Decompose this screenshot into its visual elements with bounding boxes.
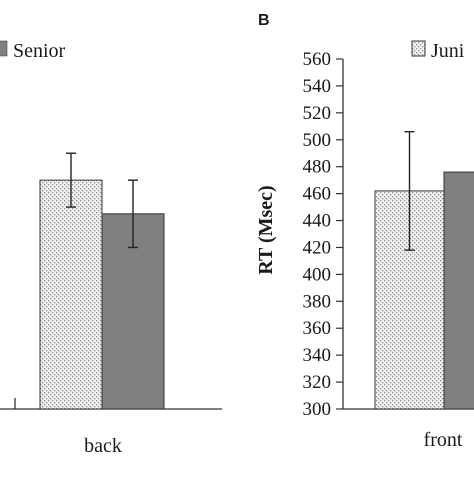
back-bar-junior (39, 179, 103, 410)
y-tick-label: 400 (303, 264, 332, 285)
y-tick-label: 560 (303, 49, 332, 70)
y-tick-label: 520 (303, 103, 332, 124)
y-tick-label: 540 (303, 76, 332, 97)
y-tick-label: 300 (303, 399, 332, 420)
y-tick-label: 340 (303, 345, 332, 366)
y-ticks-panel-b: 300 320 340 360 380 400 420 440 460 480 500 520 540 5… (303, 49, 343, 420)
category-label-front: front (424, 429, 463, 451)
legend-label-a-senior: Senior (13, 40, 66, 62)
y-tick-label: 460 (303, 184, 332, 205)
category-label-back: back (84, 435, 122, 457)
y-tick-label: 360 (303, 318, 332, 339)
legend-swatch-a-senior (0, 40, 8, 57)
y-tick-label: 440 (303, 211, 332, 232)
bars-panel-a (39, 152, 165, 410)
panel-label-b: B (258, 12, 270, 29)
y-tick-label: 320 (303, 372, 332, 393)
y-tick-label: 480 (303, 157, 332, 178)
front-bar-senior (443, 171, 474, 410)
y-tick-label: 500 (303, 130, 332, 151)
legend-swatch-b-junior (411, 40, 426, 57)
y-axis-title: RT (Msec) (255, 185, 277, 274)
y-tick-label: 420 (303, 237, 332, 258)
y-tick-label: 380 (303, 291, 332, 312)
bars-panel-b (374, 130, 474, 410)
legend-label-b-junior: Juni (431, 40, 465, 62)
